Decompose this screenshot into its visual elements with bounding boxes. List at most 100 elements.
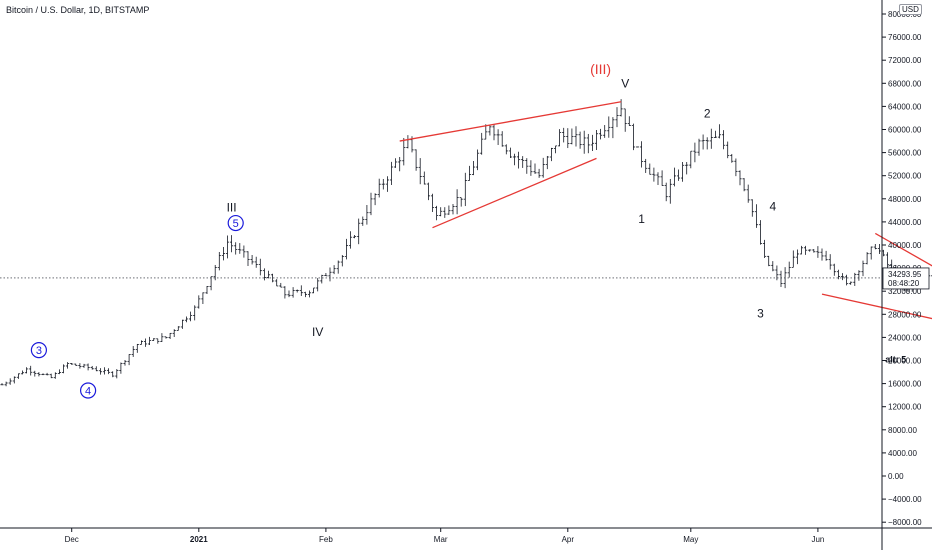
- ohlc-bar: [496, 129, 500, 146]
- ohlc-bar: [656, 172, 660, 186]
- ohlc-bar: [771, 261, 775, 272]
- trendlines: [399, 101, 932, 329]
- ohlc-bar: [82, 363, 86, 368]
- ohlc-bar: [312, 287, 316, 294]
- ohlc-bar: [262, 268, 266, 281]
- ohlc-bar: [348, 231, 353, 249]
- time-axis[interactable]: Dec2021FebMarAprMayJunJulAugSepOctNov: [65, 528, 932, 544]
- ohlc-bar: [426, 182, 430, 201]
- ohlc-bar: [303, 291, 307, 298]
- wave-label-text: 5: [233, 218, 239, 230]
- ohlc-bar: [377, 178, 381, 198]
- y-tick-label: 72000.00: [888, 56, 922, 65]
- ohlc-bar: [74, 363, 78, 366]
- ohlc-bar: [553, 145, 558, 154]
- ohlc-bar: [102, 367, 107, 375]
- trendline[interactable]: [432, 157, 597, 229]
- ohlc-bar: [623, 108, 627, 132]
- wave-label[interactable]: III: [227, 201, 237, 215]
- ohlc-bar: [590, 134, 594, 152]
- ohlc-bar: [750, 199, 754, 217]
- ohlc-bar: [238, 243, 242, 254]
- wave-label[interactable]: (III): [590, 61, 611, 77]
- ohlc-bar: [664, 182, 668, 202]
- wave-label[interactable]: 1: [638, 212, 645, 226]
- ohlc-bar: [722, 130, 726, 150]
- ohlc-bar: [603, 125, 607, 138]
- ohlc-bar: [492, 124, 496, 141]
- ohlc-bar: [385, 176, 389, 192]
- ohlc-bar: [295, 289, 299, 293]
- x-tick-label: Apr: [562, 535, 575, 544]
- ohlc-bar: [443, 207, 447, 218]
- wave-label[interactable]: 3: [757, 306, 764, 320]
- ohlc-bar: [525, 158, 529, 174]
- wave-label[interactable]: V: [621, 77, 629, 91]
- ohlc-bar: [111, 371, 115, 378]
- ohlc-bar: [205, 286, 209, 294]
- ohlc-bar: [275, 279, 279, 287]
- wave-label[interactable]: IV: [312, 325, 323, 339]
- ohlc-bar: [394, 158, 398, 168]
- ohlc-bar: [139, 340, 143, 345]
- ohlc-bar: [33, 370, 37, 377]
- y-tick-label: 24000.00: [888, 333, 922, 342]
- trendline[interactable]: [874, 232, 932, 294]
- wave-label[interactable]: 4: [79, 382, 97, 399]
- ohlc-bar: [631, 123, 635, 151]
- ohlc-bar: [713, 130, 717, 138]
- ohlc-bar: [787, 261, 791, 278]
- wave-label[interactable]: 2: [704, 107, 711, 121]
- ohlc-bar: [685, 162, 689, 175]
- ohlc-bar: [115, 369, 119, 379]
- ohlc-bar: [599, 128, 603, 140]
- wave-label[interactable]: alt: 5: [885, 354, 906, 364]
- wave-label-circle: [30, 342, 48, 359]
- wave-label-text: (III): [590, 61, 611, 77]
- ohlc-bar: [508, 147, 512, 159]
- ohlc-bar: [156, 338, 160, 344]
- ohlc-bar: [78, 363, 82, 369]
- ohlc-bar: [541, 157, 545, 178]
- ohlc-bar: [795, 249, 799, 265]
- ohlc-bar: [455, 189, 459, 215]
- wave-label-text: 3: [757, 306, 764, 320]
- ohlc-bar: [840, 273, 845, 281]
- ohlc-bar: [611, 117, 615, 139]
- ohlc-bar: [246, 251, 250, 267]
- ohlc-bar: [193, 305, 197, 321]
- ohlc-bar: [340, 255, 344, 267]
- trendline[interactable]: [821, 293, 932, 329]
- ohlc-bar: [484, 124, 488, 140]
- ohlc-bar: [808, 249, 812, 252]
- ohlc-bar: [775, 265, 779, 281]
- y-tick-label: 32000.00: [888, 287, 922, 296]
- y-tick-label: 12000.00: [888, 403, 922, 412]
- wave-label[interactable]: 4: [769, 200, 776, 214]
- ohlc-bar: [517, 151, 521, 169]
- trendline[interactable]: [399, 101, 622, 142]
- ohlc-bar: [447, 205, 451, 215]
- ohlc-bar: [758, 220, 763, 245]
- ohlc-bar: [804, 245, 808, 255]
- price-bars: [0, 99, 932, 387]
- y-tick-label: 4000.00: [888, 449, 917, 458]
- wave-label[interactable]: 3: [30, 342, 48, 359]
- ohlc-bar: [828, 254, 832, 270]
- currency-button[interactable]: USD: [899, 4, 922, 15]
- wave-label[interactable]: 5: [227, 214, 244, 232]
- ohlc-bar: [98, 368, 102, 375]
- ohlc-bar: [627, 116, 631, 127]
- ohlc-bar: [767, 255, 771, 267]
- ohlc-bar: [566, 128, 570, 149]
- wave-label-text: 4: [85, 386, 91, 398]
- ohlc-bar: [537, 168, 541, 178]
- y-tick-label: 8000.00: [888, 426, 917, 435]
- ohlc-bar: [512, 153, 517, 166]
- ohlc-bar: [705, 137, 709, 150]
- ohlc-bar: [20, 370, 25, 375]
- ohlc-bar: [369, 192, 373, 216]
- y-tick-label: 52000.00: [888, 172, 922, 181]
- y-tick-label: 0.00: [888, 472, 904, 481]
- ohlc-bar: [676, 169, 681, 181]
